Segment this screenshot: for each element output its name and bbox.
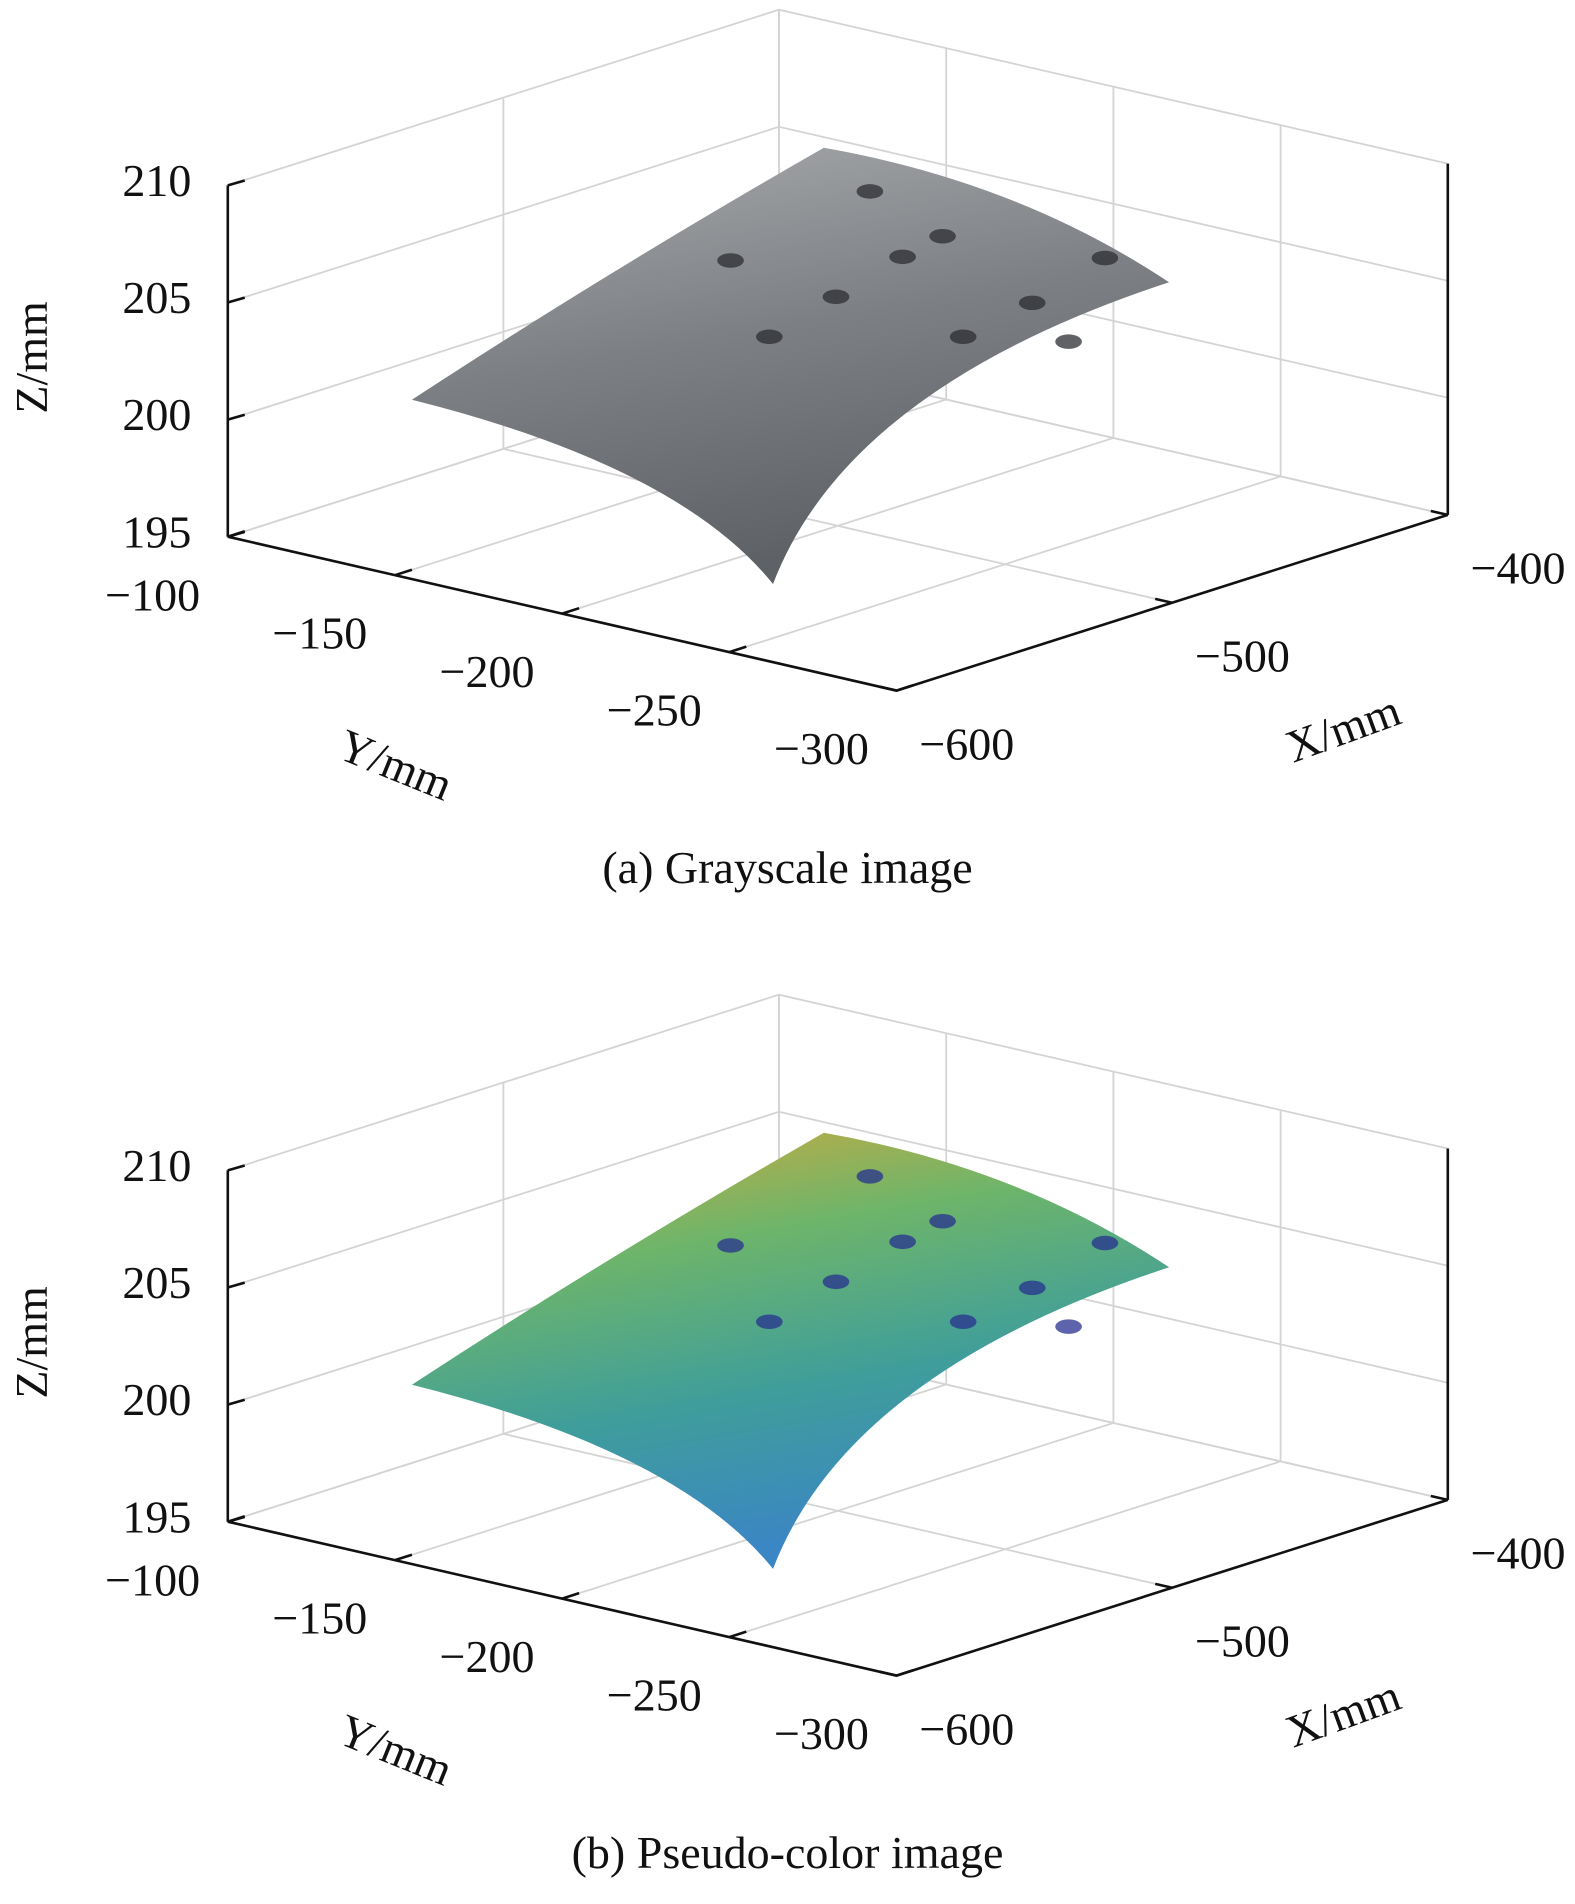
x-tick-label: −400 [1471,1528,1566,1579]
x-tick-label: −500 [1195,1615,1290,1666]
z-tick-label: 200 [122,1374,191,1425]
y-tick [394,568,413,577]
subplot: 195 200 205 210 −100 −150 −200 −250 −300 −600 −500… [6,8,1566,893]
y-tick-label: −100 [105,569,200,620]
y-tick-label: −150 [272,608,367,659]
x-tick [1154,597,1173,605]
y-tick-label: −200 [440,1631,535,1682]
y-tick [227,1515,246,1523]
surface-pit [1018,1280,1046,1296]
surface-pit [822,1274,850,1290]
y-grid-line [561,1071,1115,1600]
y-tick [561,606,580,615]
z-tick [227,296,246,304]
surface-pit [1055,1319,1082,1334]
y-tick-label: −250 [607,1670,702,1721]
x-tick-label: −600 [919,1703,1014,1754]
surface-pit [949,329,977,345]
y-tick [896,683,914,692]
x-tick [1430,1494,1449,1502]
y-grid-line [729,1110,1282,1638]
x-axis-label: X/mm [1279,684,1407,772]
surface-pit [1091,1235,1119,1251]
x-tick [879,685,897,692]
z-tick [227,1164,246,1172]
z-tick-label: 200 [122,389,191,440]
z-axis-label: Z/mm [6,1286,57,1399]
y-tick-label: −150 [272,1593,367,1644]
y-axis-label: Y/mm [332,719,460,810]
z-tick [227,179,246,187]
z-tick-label: 205 [122,272,191,323]
y-grid-line [394,1033,948,1562]
caption: (b) Pseudo-color image [572,1827,1004,1878]
z-tick [227,1398,246,1406]
x-tick-label: −600 [919,718,1014,769]
surface-pit [822,289,850,305]
x-tick [1430,509,1449,517]
z-tick-label: 195 [122,506,191,557]
y-tick-label: −200 [440,646,535,697]
surface-pit [929,228,956,244]
y-axis-label: Y/mm [332,1704,460,1795]
y-grid-line [729,125,1282,653]
surface-pit [756,1314,783,1330]
y-tick [227,530,246,538]
z-tick-label: 195 [122,1491,191,1542]
surface-pit [856,1169,884,1184]
y-tick [896,1668,914,1677]
surface-pit [717,1238,744,1253]
surface-pit [1018,295,1046,311]
surface-pit [889,1234,916,1250]
surface-pit [717,253,744,268]
z-tick [227,1281,246,1289]
y-tick-label: −250 [607,685,702,736]
y-grid-line [394,48,948,577]
surface-pit [756,329,783,345]
surface-pit [1055,334,1082,349]
z-tick-label: 210 [122,1140,191,1191]
y-tick-label: −300 [774,1708,869,1759]
y-tick-label: −300 [774,723,869,774]
x-tick-label: −500 [1195,630,1290,681]
y-tick [394,1553,413,1562]
x-axis-label: X/mm [1279,1669,1407,1757]
surface [411,1132,1170,1569]
surface-pit [856,184,884,199]
z-tick-label: 210 [122,155,191,206]
y-tick [561,1591,580,1600]
z-tick-label: 205 [122,1257,191,1308]
y-grid-line [561,86,1115,615]
surface-pit [949,1314,977,1330]
z-tick [227,413,246,421]
subplot: 195 200 205 210 −100 −150 −200 −250 −300 −600 −500… [6,993,1566,1878]
x-tick [879,1670,897,1677]
z-axis-label: Z/mm [6,301,57,414]
surface [411,147,1170,585]
surface-pit [889,249,916,265]
x-tick [1154,1582,1173,1589]
y-tick [728,1630,747,1639]
surface-pit [1091,250,1119,266]
surface-pit [929,1213,956,1229]
y-tick [728,645,747,654]
y-tick-label: −100 [105,1554,200,1605]
x-tick-label: −400 [1471,543,1566,594]
caption: (a) Grayscale image [602,842,972,893]
